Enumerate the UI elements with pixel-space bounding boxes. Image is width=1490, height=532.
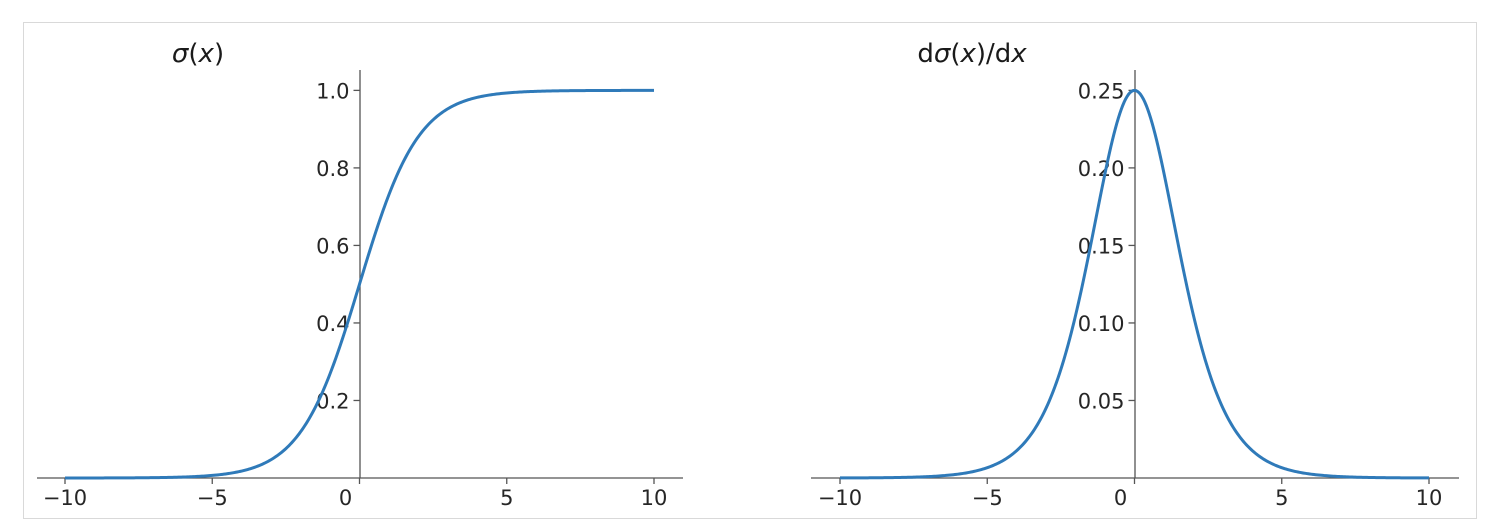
panel-sigmoid: σ(x) −10 −5 0 5 10 0.20.40.60.81.0 xyxy=(37,39,683,510)
y-tick-label-sigmoid-derivative: 0.25 xyxy=(1078,79,1125,103)
x-tick-label-sigmoid-derivative: −5 xyxy=(972,486,1003,510)
panel-title-sigmoid-derivative: dσ(x)/dx xyxy=(917,39,1027,69)
series-line-sigmoid xyxy=(65,88,654,480)
x-tick-label-sigmoid: −10 xyxy=(43,486,87,510)
x-tick-label-sigmoid: 0 xyxy=(339,486,352,510)
x-tick-label-sigmoid: −5 xyxy=(197,486,228,510)
x-tick-label-sigmoid: 5 xyxy=(500,486,513,510)
series-line-sigmoid-derivative xyxy=(840,88,1429,480)
y-tick-group-sigmoid-derivative: 0.05 0.10 0.15 0.20 0.25 xyxy=(1078,79,1135,413)
x-tick-group-sigmoid: −10 −5 0 5 10 xyxy=(43,478,668,510)
y-tick-label-sigmoid-derivative: 0.15 xyxy=(1078,234,1125,258)
y-tick-label-sigmoid: 0.8 xyxy=(316,157,349,181)
y-tick-label-sigmoid-derivative: 0.10 xyxy=(1078,312,1125,336)
x-tick-label-sigmoid-derivative: −10 xyxy=(818,486,862,510)
x-tick-group-sigmoid-derivative: −10 −5 0 5 10 xyxy=(818,478,1443,510)
panel-sigmoid-derivative: dσ(x)/dx −10 −5 0 5 10 0.05 0.10 0.15 0.20 0.25 xyxy=(811,39,1459,510)
x-tick-label-sigmoid-derivative: 0 xyxy=(1114,486,1127,510)
y-tick-label-sigmoid: 0.6 xyxy=(316,234,349,258)
panel-title-sigmoid: σ(x) xyxy=(172,39,224,69)
x-tick-label-sigmoid: 10 xyxy=(641,486,668,510)
figure-frame xyxy=(23,22,1477,519)
x-tick-label-sigmoid-derivative: 10 xyxy=(1416,486,1443,510)
y-tick-label-sigmoid: 1.0 xyxy=(316,79,349,103)
y-tick-group-sigmoid: 0.20.40.60.81.0 xyxy=(316,79,360,413)
y-tick-label-sigmoid-derivative: 0.20 xyxy=(1078,157,1125,181)
y-tick-label-sigmoid-derivative: 0.05 xyxy=(1078,389,1125,413)
x-tick-label-sigmoid-derivative: 5 xyxy=(1275,486,1288,510)
